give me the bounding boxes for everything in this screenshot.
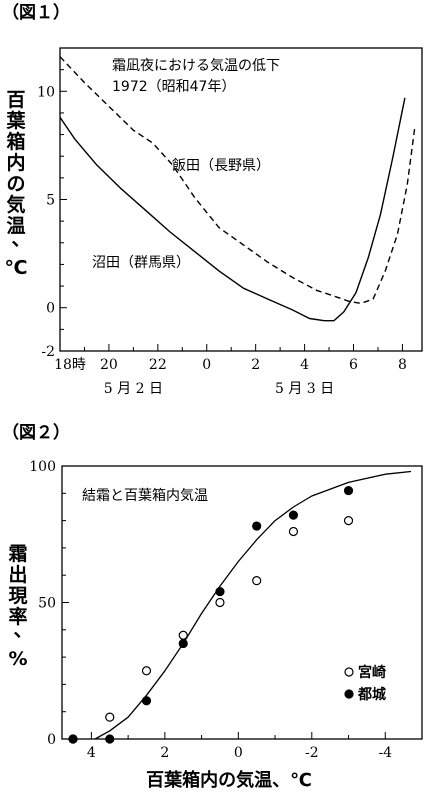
figure-1-y-tick-labels: -2 0 5 10 [37, 84, 55, 360]
y-axis-title-char: ℃ [4, 257, 27, 279]
data-point-miyazaki [178, 630, 188, 640]
data-point-miyakonojo [252, 521, 262, 531]
figure-2-x-tick-labels: 4 2 0 -2 -4 [87, 745, 392, 761]
y-axis-title-char: 、 [13, 619, 32, 641]
figure-2-legend: 宮崎 都城 [344, 664, 386, 703]
figure-2-ticks [62, 465, 386, 740]
figure-1-title: 霜凪夜における気温の低下 [112, 58, 280, 74]
x-tick-label: 6 [349, 357, 358, 373]
series-line-iida [59, 56, 416, 305]
data-point-miyakonojo [288, 510, 299, 520]
figure-2: （図２） 0 50 100 4 2 0 -2 -4 結霜と百葉箱内気温 宮崎 都城 百葉箱内… [2, 422, 423, 791]
figure-1-label: （図１） [2, 2, 70, 23]
y-axis-title-char: 率 [8, 605, 27, 628]
y-axis-title-char: 現 [8, 585, 27, 607]
y-axis-title-char: 内 [6, 151, 25, 174]
y-axis-title-char: 、 [11, 228, 30, 250]
data-point-miyakonojo [178, 638, 188, 649]
y-tick-label: 0 [47, 732, 56, 748]
y-axis-title-char: 出 [8, 563, 27, 586]
legend-open-circle-marker [344, 667, 354, 677]
legend-miyakonojo: 都城 [357, 686, 386, 703]
y-tick-label: 50 [38, 596, 56, 612]
date-label: 5 月 2 日 [104, 381, 163, 397]
figure-2-label: （図２） [2, 422, 70, 443]
figure-1-y-axis-title: 百葉箱内の気温、 ℃ [4, 89, 30, 279]
series-line-numata [59, 97, 406, 322]
x-tick-label: 4 [87, 745, 96, 761]
y-axis-title-char: 温 [6, 215, 25, 237]
x-tick-label: 22 [149, 357, 167, 373]
x-tick-label: -4 [378, 745, 392, 761]
y-axis-title-char: 百 [6, 89, 25, 111]
y-axis-title-char: の [6, 173, 25, 195]
data-point-miyazaki [105, 712, 115, 722]
figure-2-title: 結霜と百葉箱内気温 [82, 488, 208, 504]
x-tick-label: 2 [160, 745, 169, 761]
data-point-miyazaki [215, 597, 225, 608]
x-tick-label: 0 [234, 745, 243, 761]
figure-1-x-tick-labels: 18時 20 22 0 2 4 6 8 [54, 357, 407, 373]
x-tick-label: 18時 [54, 357, 86, 373]
legend-miyazaki: 宮崎 [358, 664, 386, 681]
y-axis-title-char: % [8, 648, 27, 670]
x-tick-label: 2 [251, 357, 260, 373]
data-point-miyakonojo [141, 696, 152, 706]
x-tick-label: 8 [398, 357, 407, 373]
series-label-numata: 沼田（群馬県） [92, 255, 190, 271]
y-axis-title-char: 葉 [5, 110, 26, 132]
figure-1-date-labels: 5 月 2 日 5 月 3 日 [104, 381, 334, 397]
data-point-miyazaki [288, 526, 299, 537]
data-point-miyakonojo [343, 485, 354, 496]
y-tick-label: 10 [37, 84, 55, 100]
data-point-miyazaki [343, 515, 354, 526]
figure-2-y-tick-labels: 0 50 100 [29, 459, 56, 748]
x-tick-label: 20 [100, 357, 118, 373]
data-point-miyakonojo [215, 586, 225, 597]
figure-2-series [68, 470, 412, 744]
x-tick-label: 0 [202, 357, 211, 373]
data-point-miyakonojo [105, 734, 115, 744]
y-tick-label: 0 [46, 301, 55, 317]
date-label: 5 月 3 日 [275, 381, 334, 397]
y-tick-label: 100 [29, 459, 56, 475]
figure-1-series [59, 56, 416, 322]
x-tick-label: -2 [305, 745, 319, 761]
figure-2-x-axis-title: 百葉箱内の気温、℃ [146, 769, 312, 791]
y-tick-label: -2 [41, 344, 55, 360]
data-point-miyakonojo [68, 734, 78, 744]
data-point-miyazaki [141, 666, 152, 676]
figure-1-subtitle: 1972（昭和47年） [112, 79, 235, 95]
y-tick-label: 5 [46, 193, 55, 209]
series-label-iida: 飯田（長野県） [172, 157, 270, 174]
fit-curve [94, 470, 412, 740]
legend-filled-circle-marker [344, 689, 354, 699]
figure-1-ticks [59, 69, 403, 352]
y-axis-title-char: 霜 [7, 543, 27, 565]
y-axis-title-char: 気 [6, 193, 25, 216]
data-point-miyazaki [252, 576, 262, 586]
y-axis-title-char: 箱 [6, 130, 25, 153]
x-tick-label: 4 [300, 357, 309, 373]
